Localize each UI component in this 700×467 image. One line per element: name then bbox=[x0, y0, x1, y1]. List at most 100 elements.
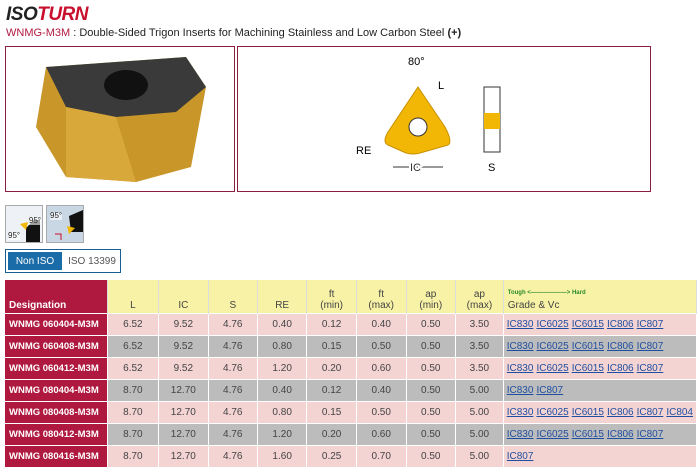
value-cell: 1.20 bbox=[257, 356, 308, 379]
grade-link[interactable]: IC807 bbox=[636, 318, 664, 330]
grade-link[interactable]: IC830 bbox=[506, 340, 534, 352]
column-header: ft (max) bbox=[356, 280, 407, 313]
approach-angle-label: 95° bbox=[28, 216, 41, 225]
grades-cell: IC830 IC807 bbox=[503, 378, 698, 401]
value-cell: 0.60 bbox=[356, 422, 407, 445]
value-cell: 0.70 bbox=[356, 444, 407, 467]
value-cell: 4.76 bbox=[208, 422, 258, 445]
table-row: WNMG 060412-M3M 6.52 9.52 4.76 1.20 0.20 0.60 0… bbox=[5, 356, 698, 379]
value-cell: 0.50 bbox=[356, 334, 407, 357]
grade-link[interactable]: IC807 bbox=[536, 384, 564, 396]
grade-link[interactable]: IC806 bbox=[606, 362, 634, 374]
approach-angle-95-icon[interactable]: 95° 95° bbox=[5, 205, 43, 243]
value-cell: 0.40 bbox=[356, 312, 407, 335]
inserts-table: Designation L IC S RE ft (min) ft (max) ap (min… bbox=[5, 280, 698, 467]
value-cell: 8.70 bbox=[107, 378, 160, 401]
product-image bbox=[5, 46, 235, 192]
value-cell: 1.60 bbox=[257, 444, 308, 467]
value-cell: 0.20 bbox=[306, 422, 357, 445]
table-row: WNMG 080404-M3M 8.70 12.70 4.76 0.40 0.12 0.40… bbox=[5, 378, 698, 401]
column-header: ap (min) bbox=[406, 280, 457, 313]
value-cell: 12.70 bbox=[158, 400, 209, 423]
grade-link[interactable]: IC806 bbox=[606, 406, 634, 418]
svg-text:RE: RE bbox=[356, 145, 371, 157]
svg-text:L: L bbox=[438, 80, 444, 92]
grade-link[interactable]: IC807 bbox=[636, 340, 664, 352]
value-cell: 0.40 bbox=[356, 378, 407, 401]
column-header: Designation bbox=[5, 280, 108, 313]
grade-link[interactable]: IC6025 bbox=[536, 318, 569, 330]
value-cell: 0.80 bbox=[257, 334, 308, 357]
value-cell: 4.76 bbox=[208, 334, 258, 357]
value-cell: 5.00 bbox=[455, 378, 504, 401]
grade-link[interactable]: IC806 bbox=[606, 428, 634, 440]
column-header: RE bbox=[257, 280, 308, 313]
value-cell: 4.76 bbox=[208, 444, 258, 467]
designation-cell: WNMG 080412-M3M bbox=[5, 422, 108, 445]
grade-link[interactable]: IC830 bbox=[506, 318, 534, 330]
grade-link[interactable]: IC807 bbox=[506, 450, 534, 462]
value-cell: 0.50 bbox=[406, 334, 457, 357]
column-header: ap (max) bbox=[455, 280, 504, 313]
column-header: L bbox=[107, 280, 160, 313]
dimension-diagram: 80° L RE IC S bbox=[237, 46, 651, 192]
value-cell: 12.70 bbox=[158, 378, 209, 401]
grade-link[interactable]: IC6025 bbox=[536, 340, 569, 352]
designation-cell: WNMG 080416-M3M bbox=[5, 444, 108, 467]
grades-cell: IC830 IC6025 IC6015 IC806 IC807 IC804 bbox=[503, 400, 698, 423]
designation-cell: WNMG 060404-M3M bbox=[5, 312, 108, 335]
grade-link[interactable]: IC6015 bbox=[571, 406, 604, 418]
value-cell: 12.70 bbox=[158, 444, 209, 467]
value-cell: 3.50 bbox=[455, 334, 504, 357]
value-cell: 5.00 bbox=[455, 422, 504, 445]
grade-link[interactable]: IC6015 bbox=[571, 340, 604, 352]
value-cell: 0.50 bbox=[406, 400, 457, 423]
isoturn-logo: ISOTURN bbox=[6, 4, 89, 25]
approach-angle-95-side-icon[interactable]: 95° bbox=[46, 205, 84, 243]
approach-angle-label: 95° bbox=[8, 231, 21, 240]
grade-link[interactable]: IC6015 bbox=[571, 428, 604, 440]
value-cell: 3.50 bbox=[455, 312, 504, 335]
grade-link[interactable]: IC806 bbox=[606, 340, 634, 352]
grade-link[interactable]: IC6015 bbox=[571, 318, 604, 330]
value-cell: 0.12 bbox=[306, 378, 357, 401]
grade-link[interactable]: IC6015 bbox=[571, 362, 604, 374]
tab-iso-13399[interactable]: ISO 13399 bbox=[68, 255, 116, 267]
grade-link[interactable]: IC807 bbox=[636, 428, 664, 440]
grade-link[interactable]: IC804 bbox=[666, 406, 693, 418]
designation-cell: WNMG 080404-M3M bbox=[5, 378, 108, 401]
grade-link[interactable]: IC830 bbox=[506, 428, 534, 440]
value-cell: 6.52 bbox=[107, 334, 160, 357]
table-row: WNMG 080412-M3M 8.70 12.70 4.76 1.20 0.20 0.60… bbox=[5, 422, 698, 445]
grade-link[interactable]: IC807 bbox=[636, 406, 664, 418]
value-cell: 0.80 bbox=[257, 400, 308, 423]
value-cell: 4.76 bbox=[208, 356, 258, 379]
value-cell: 0.15 bbox=[306, 334, 357, 357]
value-cell: 8.70 bbox=[107, 422, 160, 445]
grade-link[interactable]: IC6025 bbox=[536, 428, 569, 440]
grade-link[interactable]: IC830 bbox=[506, 362, 534, 374]
svg-text:S: S bbox=[488, 162, 495, 174]
grade-link[interactable]: IC806 bbox=[606, 318, 634, 330]
grades-cell: IC830 IC6025 IC6015 IC806 IC807 bbox=[503, 334, 698, 357]
grade-link[interactable]: IC830 bbox=[506, 406, 534, 418]
expand-button[interactable]: (+) bbox=[447, 27, 462, 39]
value-cell: 0.25 bbox=[306, 444, 357, 467]
value-cell: 0.50 bbox=[406, 422, 457, 445]
value-cell: 4.76 bbox=[208, 312, 258, 335]
grade-link[interactable]: IC830 bbox=[506, 384, 534, 396]
grades-cell: IC830 IC6025 IC6015 IC806 IC807 bbox=[503, 422, 698, 445]
tab-non-iso[interactable]: Non ISO bbox=[8, 252, 62, 270]
grade-link[interactable]: IC807 bbox=[636, 362, 664, 374]
value-cell: 8.70 bbox=[107, 400, 160, 423]
value-cell: 4.76 bbox=[208, 378, 258, 401]
table-row: WNMG 080416-M3M 8.70 12.70 4.76 1.60 0.25 0.70… bbox=[5, 444, 698, 467]
designation-cell: WNMG 060412-M3M bbox=[5, 356, 108, 379]
value-cell: 3.50 bbox=[455, 356, 504, 379]
grade-link[interactable]: IC6025 bbox=[536, 362, 569, 374]
page-title: WNMG-M3M : Double-Sided Trigon Inserts f… bbox=[6, 27, 462, 39]
grade-link[interactable]: IC6025 bbox=[536, 406, 569, 418]
value-cell: 0.50 bbox=[406, 378, 457, 401]
value-cell: 5.00 bbox=[455, 400, 504, 423]
value-cell: 0.50 bbox=[406, 312, 457, 335]
